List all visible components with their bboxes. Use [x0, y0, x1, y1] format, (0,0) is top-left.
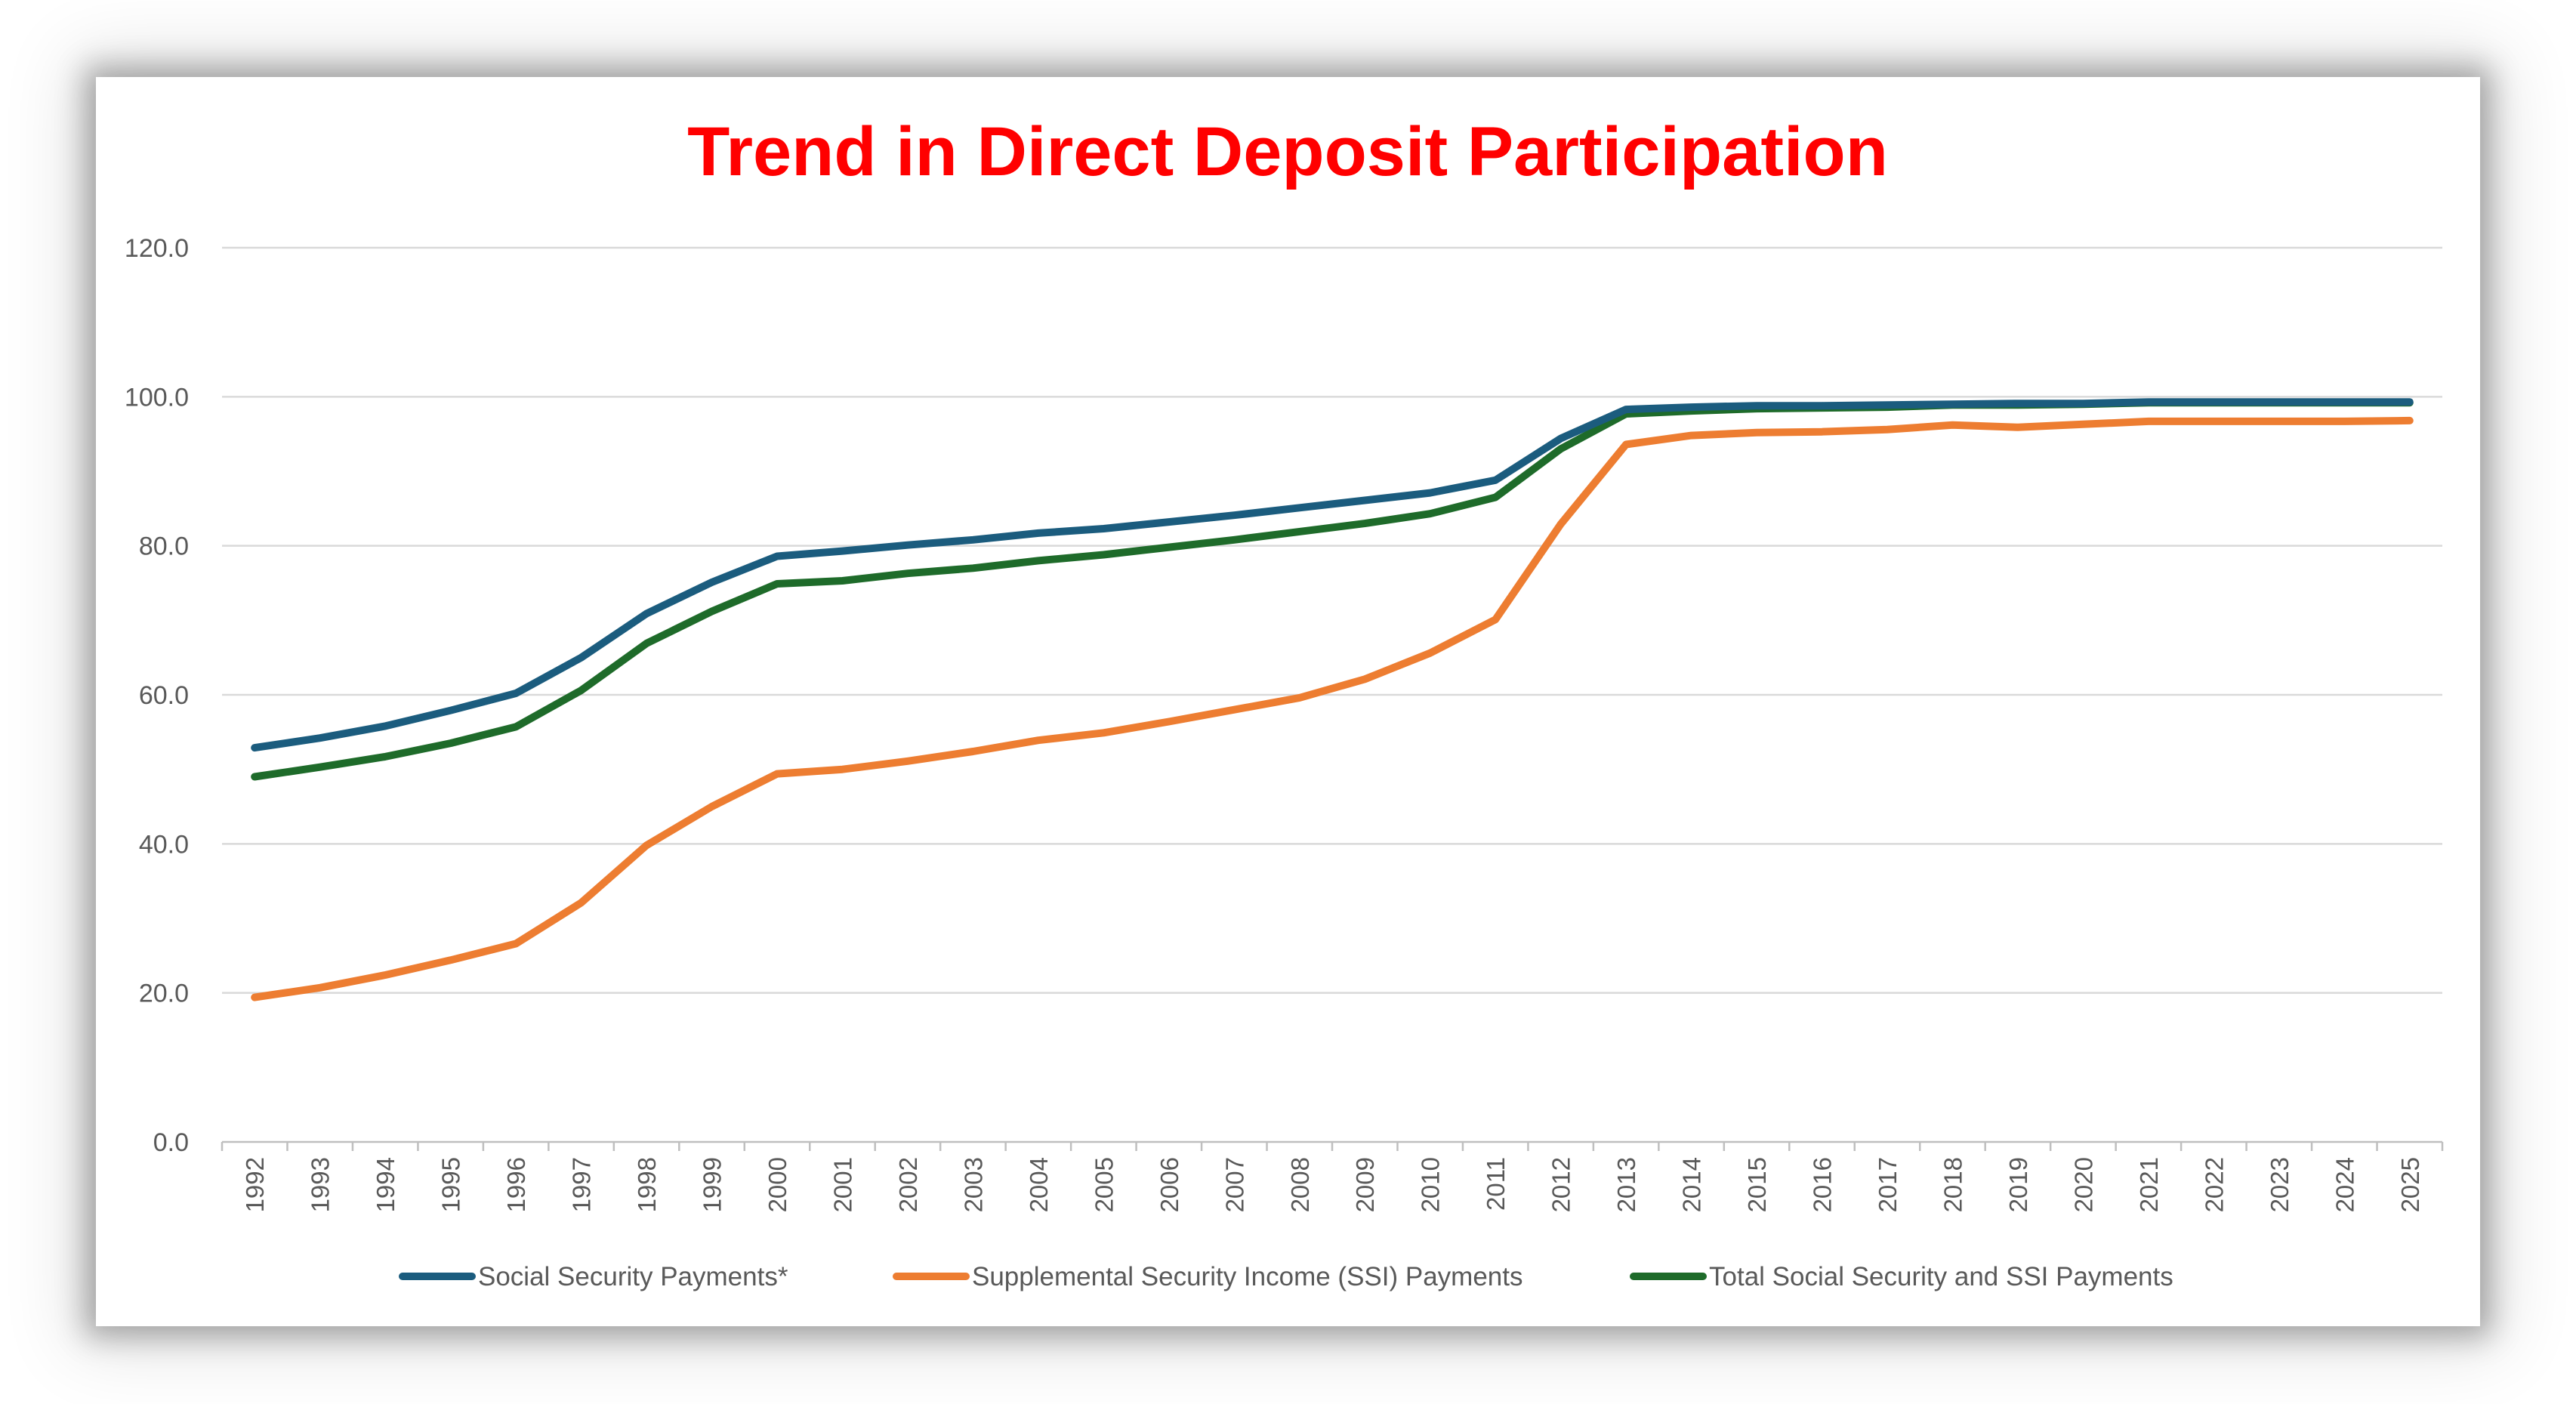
x-tick-label: 1996: [502, 1157, 530, 1212]
x-tick-label: 2019: [2004, 1157, 2032, 1212]
legend-label: Social Security Payments*: [478, 1262, 788, 1291]
y-axis-ticks: 0.0 20.0 40.0 60.0 80.0 100.0 120.0: [125, 234, 189, 1157]
x-tick-label: 2006: [1155, 1157, 1183, 1212]
x-tick-label: 2014: [1678, 1157, 1706, 1212]
x-tick-label: 1995: [437, 1157, 465, 1212]
x-tick-label: 2024: [2331, 1157, 2359, 1212]
x-tick-label: 2002: [894, 1157, 922, 1212]
x-axis-ticks: 1992 1993 1994 1995 1996 1997 1998 1999 2000 2001…: [221, 1142, 2444, 1212]
x-tick-label: 1993: [307, 1157, 335, 1212]
x-tick-label: 2015: [1743, 1157, 1771, 1212]
x-tick-label: 2000: [764, 1157, 791, 1212]
y-tick-label: 100.0: [125, 383, 189, 412]
x-tick-label: 1994: [372, 1157, 400, 1212]
x-tick-label: 2018: [1939, 1157, 1967, 1212]
legend-label: Total Social Security and SSI Payments: [1709, 1262, 2173, 1291]
series-line-2: [251, 399, 2414, 781]
y-tick-label: 0.0: [153, 1128, 189, 1157]
y-tick-label: 40.0: [139, 830, 189, 859]
x-tick-label: 1999: [699, 1157, 727, 1212]
legend-label: Supplemental Security Income (SSI) Payme…: [972, 1262, 1522, 1291]
x-tick-label: 2020: [2069, 1157, 2097, 1212]
y-tick-label: 120.0: [125, 234, 189, 263]
x-tick-label: 2007: [1220, 1157, 1248, 1212]
x-tick-label: 2011: [1482, 1157, 1510, 1211]
x-tick-label: 2016: [1809, 1157, 1837, 1212]
y-tick-label: 80.0: [139, 532, 189, 561]
legend: Social Security Payments* Supplemental Se…: [399, 1262, 2173, 1291]
x-tick-label: 2023: [2266, 1157, 2294, 1212]
series-lines: [251, 398, 2414, 1001]
x-tick-label: 2013: [1612, 1157, 1640, 1212]
x-tick-label: 2012: [1547, 1157, 1575, 1212]
x-tick-label: 2001: [828, 1157, 856, 1212]
series-line-1: [251, 416, 2414, 1001]
x-tick-label: 1992: [241, 1157, 269, 1212]
chart-title: Trend in Direct Deposit Participation: [687, 113, 1888, 190]
x-tick-label: 2004: [1025, 1157, 1053, 1212]
x-tick-label: 2021: [2135, 1157, 2163, 1212]
x-tick-label: 2005: [1090, 1157, 1118, 1212]
x-tick-label: 1998: [633, 1157, 661, 1212]
x-tick-label: 2009: [1351, 1157, 1379, 1212]
x-tick-label: 2017: [1874, 1157, 1902, 1212]
x-tick-label: 2025: [2396, 1157, 2424, 1212]
y-tick-label: 20.0: [139, 980, 189, 1008]
x-tick-label: 2008: [1286, 1157, 1314, 1212]
y-tick-label: 60.0: [139, 681, 189, 710]
series-line-0: [251, 398, 2414, 752]
x-tick-label: 2022: [2200, 1157, 2228, 1212]
gridlines: [222, 246, 2442, 1143]
x-tick-label: 2010: [1417, 1157, 1445, 1212]
x-tick-label: 1997: [568, 1157, 596, 1212]
x-tick-label: 2003: [959, 1157, 987, 1212]
